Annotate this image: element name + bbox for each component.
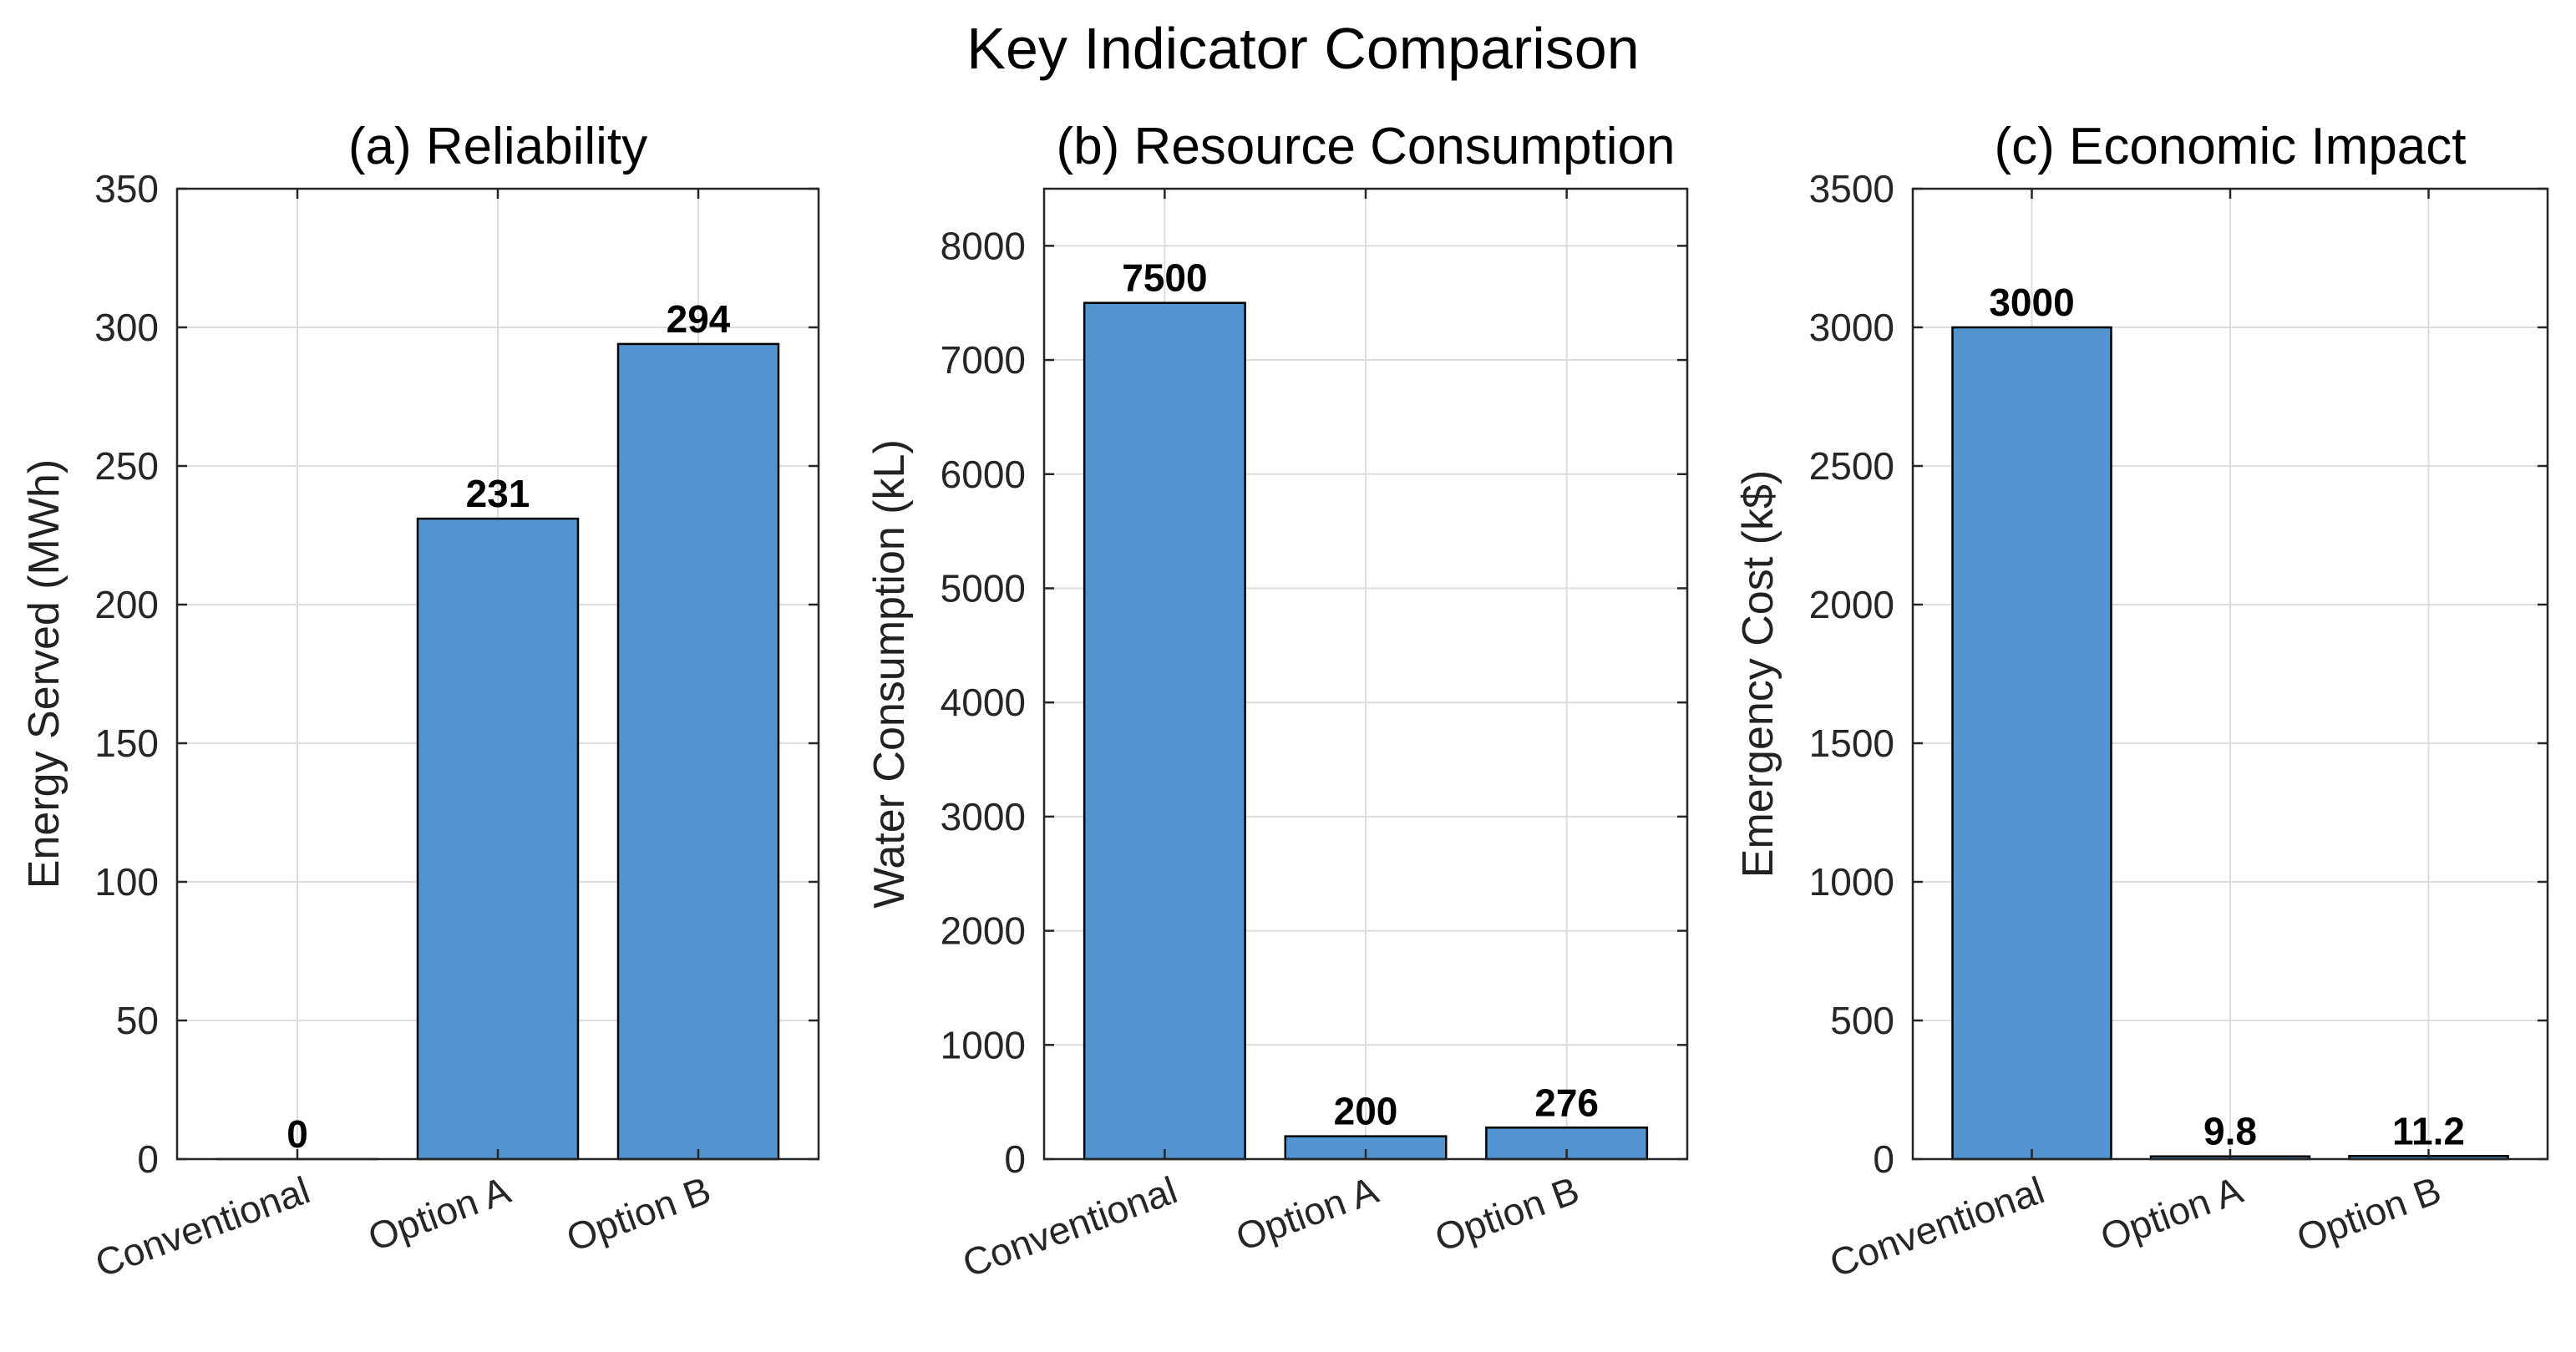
economic-impact-data-label-conventional: 3000: [1989, 281, 2074, 324]
figure-title: Key Indicator Comparison: [966, 16, 1639, 81]
economic-impact-bar-conventional: [1951, 326, 2112, 1161]
reliability-ytick-label-6: 300: [94, 306, 159, 349]
panel-economic-impact: 0500100015002000250030003500Conventional…: [1734, 118, 2549, 1285]
economic-impact-ytick-label-1: 500: [1830, 999, 1894, 1042]
economic-impact-ytick-label-3: 1500: [1809, 722, 1894, 765]
economic-impact-data-label-option-b: 11.2: [2392, 1109, 2465, 1152]
resource-consumption-ytick-label-7: 7000: [941, 338, 1026, 382]
resource-consumption-ytick-label-0: 0: [1004, 1137, 1026, 1181]
economic-impact-ytick-label-6: 3000: [1809, 306, 1894, 349]
resource-consumption-ytick-label-6: 6000: [941, 453, 1026, 496]
economic-impact-ytick-label-7: 3500: [1809, 167, 1894, 210]
economic-impact-panel-title: (c) Economic Impact: [1994, 118, 2466, 175]
reliability-bar-option-a: [416, 517, 580, 1161]
resource-consumption-bar-conventional: [1083, 301, 1246, 1161]
reliability-y-axis-label: Energy Served (MWh): [20, 459, 68, 889]
resource-consumption-panel-title: (b) Resource Consumption: [1057, 118, 1676, 175]
resource-consumption-ytick-label-4: 4000: [941, 681, 1026, 724]
reliability-ytick-label-3: 150: [94, 722, 159, 765]
economic-impact-ytick-label-4: 2000: [1809, 583, 1894, 626]
reliability-data-label-conventional: 0: [287, 1112, 308, 1156]
resource-consumption-data-label-conventional: 7500: [1122, 256, 1207, 300]
reliability-ytick-label-0: 0: [137, 1137, 159, 1181]
reliability-bar-option-b: [616, 342, 780, 1161]
resource-consumption-data-label-option-a: 200: [1334, 1090, 1398, 1133]
resource-consumption-ytick-label-1: 1000: [941, 1023, 1026, 1066]
resource-consumption-ytick-label-3: 3000: [941, 795, 1026, 838]
resource-consumption-ytick-label-5: 5000: [941, 566, 1026, 610]
resource-consumption-ytick-label-2: 2000: [941, 909, 1026, 953]
economic-impact-ytick-label-0: 0: [1873, 1137, 1894, 1181]
reliability-ytick-label-7: 350: [94, 167, 159, 210]
reliability-ytick-label-1: 50: [116, 999, 159, 1042]
reliability-data-label-option-a: 231: [466, 472, 530, 515]
economic-impact-data-label-option-a: 9.8: [2203, 1110, 2257, 1153]
reliability-ytick-label-5: 250: [94, 444, 159, 488]
resource-consumption-y-axis-label: Water Consumption (kL): [865, 439, 914, 909]
economic-impact-ytick-label-2: 1000: [1809, 860, 1894, 904]
reliability-data-label-option-b: 294: [667, 297, 731, 341]
resource-consumption-ytick-label-8: 8000: [941, 224, 1026, 267]
reliability-ytick-label-2: 100: [94, 860, 159, 904]
resource-consumption-data-label-option-b: 276: [1534, 1081, 1599, 1124]
reliability-ytick-label-4: 200: [94, 583, 159, 626]
economic-impact-ytick-label-5: 2500: [1809, 444, 1894, 488]
reliability-panel-title: (a) Reliability: [348, 118, 647, 175]
economic-impact-y-axis-label: Emergency Cost (k$): [1734, 470, 1782, 878]
